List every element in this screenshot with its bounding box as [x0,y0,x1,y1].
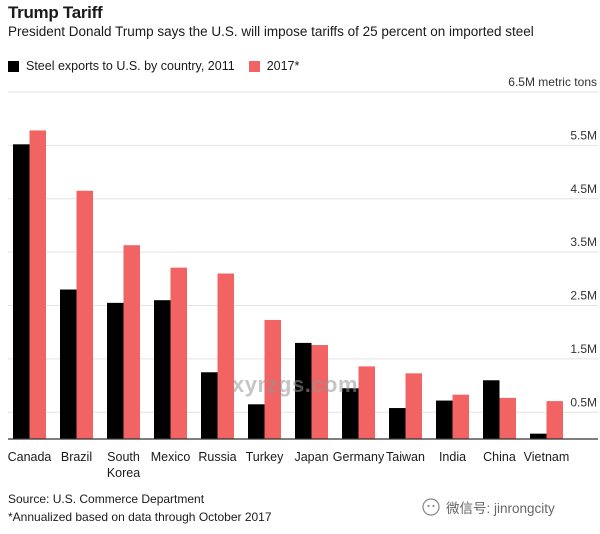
watermark-corner: 微信号: jinrongcity [422,497,555,517]
legend-label-2011: Steel exports to U.S. by country, 2011 [26,59,235,73]
bar-2011 [201,372,218,439]
bar-2017 [29,130,46,439]
bar-2017 [311,345,328,439]
chart-subtitle: President Donald Trump says the U.S. wil… [8,24,534,39]
watermark-center: xyrzgs.com [232,372,359,397]
bar-2017 [546,401,563,439]
source-note: Source: U.S. Commerce Department [8,492,205,506]
y-tick-label: 5.5M [570,128,597,142]
legend-swatch-2011 [8,60,19,72]
y-tick-label: 1.5M [570,342,597,356]
bar-2011 [295,342,312,439]
bar-2017 [499,397,516,439]
bar-2017 [123,245,140,439]
x-tick-label: Japan [294,450,328,464]
bar-2011 [60,289,77,439]
y-tick-label: 0.5M [570,395,597,409]
bar-2017 [264,319,281,439]
y-tick-label: 6.5M metric tons [508,75,597,89]
chart-title: Trump Tariff [8,3,103,22]
bar-2011 [483,380,500,439]
x-tick-label: Brazil [61,450,92,464]
bar-2017 [452,394,469,439]
legend: Steel exports to U.S. by country, 2011 2… [8,59,313,73]
bar-2011 [13,144,30,439]
x-tick-label: Mexico [151,450,191,464]
x-tick-label: Canada [8,450,52,464]
x-tick-label: India [439,450,466,464]
bar-2017 [170,267,187,439]
legend-item-2017: 2017* [248,59,300,73]
bar-2017 [76,190,93,439]
bar-2011 [107,302,124,439]
y-tick-label: 3.5M [570,235,597,249]
bar-2017 [405,373,422,439]
bar-2011 [436,400,453,439]
bar-2017 [358,366,375,439]
footnote: *Annualized based on data through Octobe… [8,510,272,524]
y-tick-label: 4.5M [570,182,597,196]
bar-2011 [248,404,265,439]
bar-2011 [342,388,359,439]
watermark-corner-text: 微信号: jinrongcity [446,501,555,516]
x-tick-label: Korea [107,466,140,480]
x-tick-label: Russia [198,450,236,464]
legend-item-2011: Steel exports to U.S. by country, 2011 [8,59,235,73]
bar-2011 [530,433,547,439]
bar-2017 [217,273,234,439]
x-tick-label: Turkey [246,450,284,464]
x-tick-label: Vietnam [524,450,570,464]
legend-label-2017: 2017* [266,59,300,73]
wechat-icon [422,498,440,516]
x-tick-label: Taiwan [386,450,425,464]
bar-2011 [154,300,171,439]
x-tick-label: China [483,450,516,464]
bar-2011 [389,408,406,439]
legend-swatch-2017 [248,60,260,72]
x-tick-label: Germany [333,450,385,464]
y-tick-label: 2.5M [570,289,597,303]
x-tick-label: South [107,450,140,464]
